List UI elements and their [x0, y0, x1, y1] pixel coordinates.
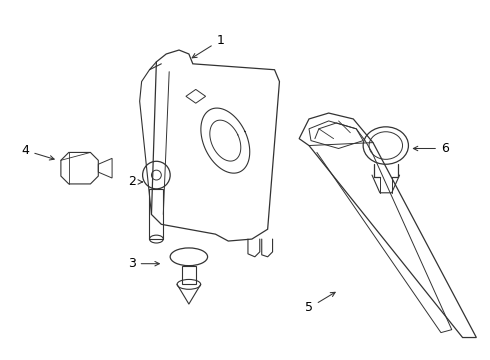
Text: 1: 1 [192, 34, 224, 58]
Text: 4: 4 [22, 144, 54, 160]
Text: 2: 2 [128, 175, 143, 189]
Text: 6: 6 [414, 142, 449, 155]
Text: 3: 3 [128, 257, 159, 270]
Text: 5: 5 [305, 292, 335, 315]
